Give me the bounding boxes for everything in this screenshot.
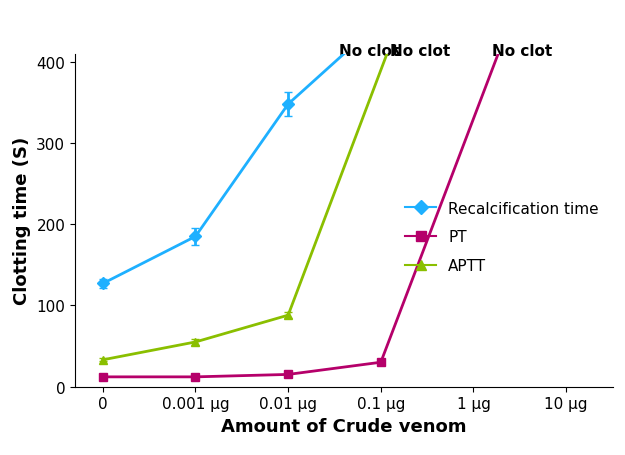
Legend: Recalcification time, PT, APTT: Recalcification time, PT, APTT [399, 195, 605, 279]
Text: No clot: No clot [492, 44, 552, 59]
Text: No clot: No clot [339, 44, 399, 59]
Text: No clot: No clot [390, 44, 451, 59]
Y-axis label: Clotting time (S): Clotting time (S) [12, 137, 31, 304]
X-axis label: Amount of Crude venom: Amount of Crude venom [221, 417, 466, 435]
